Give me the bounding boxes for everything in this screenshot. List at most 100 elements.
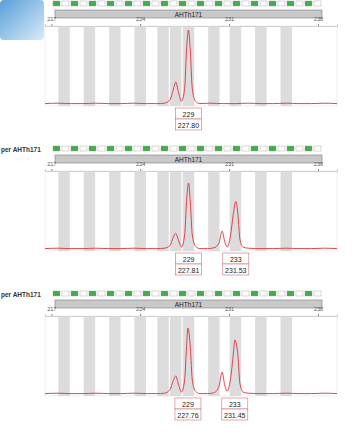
marker-square	[179, 146, 186, 151]
marker-square	[269, 146, 276, 151]
peak-label: 233231.53	[223, 253, 249, 275]
marker-square	[89, 291, 96, 296]
size-box	[222, 409, 248, 420]
marker-square	[134, 146, 141, 151]
marker-bar	[55, 300, 322, 308]
marker-square	[62, 1, 69, 6]
tick-mark	[140, 24, 141, 26]
marker-square	[98, 1, 105, 6]
tick: 217	[47, 161, 56, 171]
allele-label: 229	[183, 111, 195, 118]
allele-bin	[157, 316, 168, 396]
marker-square	[251, 146, 258, 151]
tick: 231	[225, 161, 234, 171]
allele-label: 229	[183, 256, 195, 263]
tick: 217	[47, 306, 56, 316]
marker-square	[197, 1, 204, 6]
marker-square	[134, 291, 141, 296]
tick-mark	[229, 169, 230, 171]
plot-content	[45, 171, 337, 251]
marker-square	[260, 146, 267, 151]
marker-square	[242, 291, 249, 296]
marker-square	[206, 291, 213, 296]
marker-square	[278, 1, 285, 6]
peak-label: 233231.45	[222, 398, 248, 420]
marker-row	[53, 1, 321, 6]
marker-square	[116, 146, 123, 151]
plot-area	[45, 316, 337, 396]
tick-label: 231	[225, 306, 234, 312]
allele-bin	[208, 171, 219, 251]
tick: 224	[136, 161, 145, 171]
marker-square	[233, 291, 240, 296]
marker-square	[278, 146, 285, 151]
marker-square	[143, 291, 150, 296]
allele-bin	[135, 316, 146, 396]
x-axis: 217 224 231 238	[46, 306, 338, 317]
marker-square	[269, 291, 276, 296]
tick-label: 224	[136, 306, 145, 312]
size-box	[223, 264, 249, 275]
tick: 224	[136, 16, 145, 26]
marker-square	[107, 1, 114, 6]
marker-square	[71, 1, 78, 6]
marker-square	[233, 146, 240, 151]
marker-square	[143, 1, 150, 6]
tick: 238	[314, 161, 323, 171]
marker-square	[143, 146, 150, 151]
marker-square	[269, 1, 276, 6]
marker-square	[188, 1, 195, 6]
marker-square	[188, 146, 195, 151]
marker-square	[224, 1, 231, 6]
tick-mark	[51, 169, 52, 171]
panel: AHTh171217224231238229227.80	[45, 1, 338, 130]
size-box	[175, 409, 201, 420]
marker-square	[161, 291, 168, 296]
marker-square	[71, 291, 78, 296]
plot-frame	[45, 26, 337, 106]
tick-mark	[318, 314, 319, 316]
peak-label: 229227.81	[176, 253, 202, 275]
marker-square	[80, 1, 87, 6]
tick-mark	[318, 24, 319, 26]
marker-bar	[55, 155, 322, 163]
marker-square	[215, 1, 222, 6]
tick: 231	[225, 16, 234, 26]
tick-label: 238	[314, 306, 323, 312]
tick-label: 231	[225, 16, 234, 22]
allele-bin	[281, 171, 292, 251]
peak-label: 229227.76	[175, 398, 201, 420]
allele-box	[222, 398, 248, 409]
marker-square	[152, 291, 159, 296]
tick-mark	[229, 24, 230, 26]
allele-bin	[109, 316, 120, 396]
plot-frame	[45, 316, 337, 396]
trace	[45, 328, 337, 394]
plot-frame	[45, 171, 337, 251]
marker-square	[296, 291, 303, 296]
allele-bin	[58, 316, 69, 396]
allele-bin	[84, 26, 95, 106]
marker-square	[206, 1, 213, 6]
plot-area	[45, 171, 337, 251]
marker-square	[224, 291, 231, 296]
marker-square	[179, 1, 186, 6]
allele-bin	[230, 316, 241, 396]
size-label: 231.45	[224, 412, 246, 419]
allele-bin	[230, 26, 241, 106]
tick: 217	[47, 16, 56, 26]
allele-label: 229	[182, 401, 194, 408]
allele-bin	[170, 171, 181, 251]
tick-label: 224	[136, 161, 145, 167]
title: AHTh171	[175, 156, 203, 163]
allele-bin	[208, 316, 219, 396]
title: AHTh171	[175, 301, 203, 308]
marker-square	[305, 291, 312, 296]
allele-bin	[109, 26, 120, 106]
marker-square	[134, 1, 141, 6]
marker-square	[215, 146, 222, 151]
tick-label: 238	[314, 16, 323, 22]
tick: 224	[136, 306, 145, 316]
plot-area	[45, 26, 337, 106]
size-label: 227.80	[178, 122, 200, 129]
